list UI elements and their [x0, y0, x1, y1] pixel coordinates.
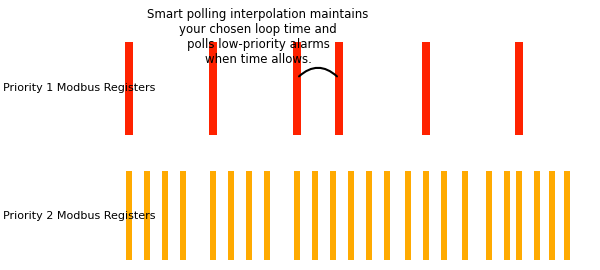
- Bar: [313, 171, 318, 260]
- Bar: [424, 171, 428, 260]
- Bar: [504, 171, 510, 260]
- Bar: [127, 171, 132, 260]
- Bar: [550, 171, 555, 260]
- Bar: [144, 171, 150, 260]
- Bar: [125, 42, 133, 135]
- Bar: [366, 171, 372, 260]
- Bar: [209, 42, 217, 135]
- Bar: [515, 42, 523, 135]
- Bar: [385, 171, 390, 260]
- Text: Priority 1 Modbus Registers: Priority 1 Modbus Registers: [3, 83, 155, 93]
- Bar: [335, 42, 343, 135]
- Bar: [210, 171, 216, 260]
- Bar: [246, 171, 252, 260]
- Bar: [295, 171, 300, 260]
- Bar: [229, 171, 234, 260]
- Bar: [406, 171, 411, 260]
- Bar: [331, 171, 336, 260]
- Bar: [463, 171, 468, 260]
- Text: Smart polling interpolation maintains
your chosen loop time and
polls low-priori: Smart polling interpolation maintains yo…: [148, 8, 368, 66]
- Bar: [517, 171, 522, 260]
- Bar: [293, 42, 301, 135]
- Bar: [564, 171, 569, 260]
- Bar: [442, 171, 446, 260]
- Bar: [265, 171, 270, 260]
- Bar: [180, 171, 186, 260]
- Bar: [487, 171, 492, 260]
- Bar: [162, 171, 168, 260]
- Text: Priority 2 Modbus Registers: Priority 2 Modbus Registers: [3, 211, 155, 221]
- Bar: [422, 42, 430, 135]
- Bar: [348, 171, 354, 260]
- Bar: [535, 171, 540, 260]
